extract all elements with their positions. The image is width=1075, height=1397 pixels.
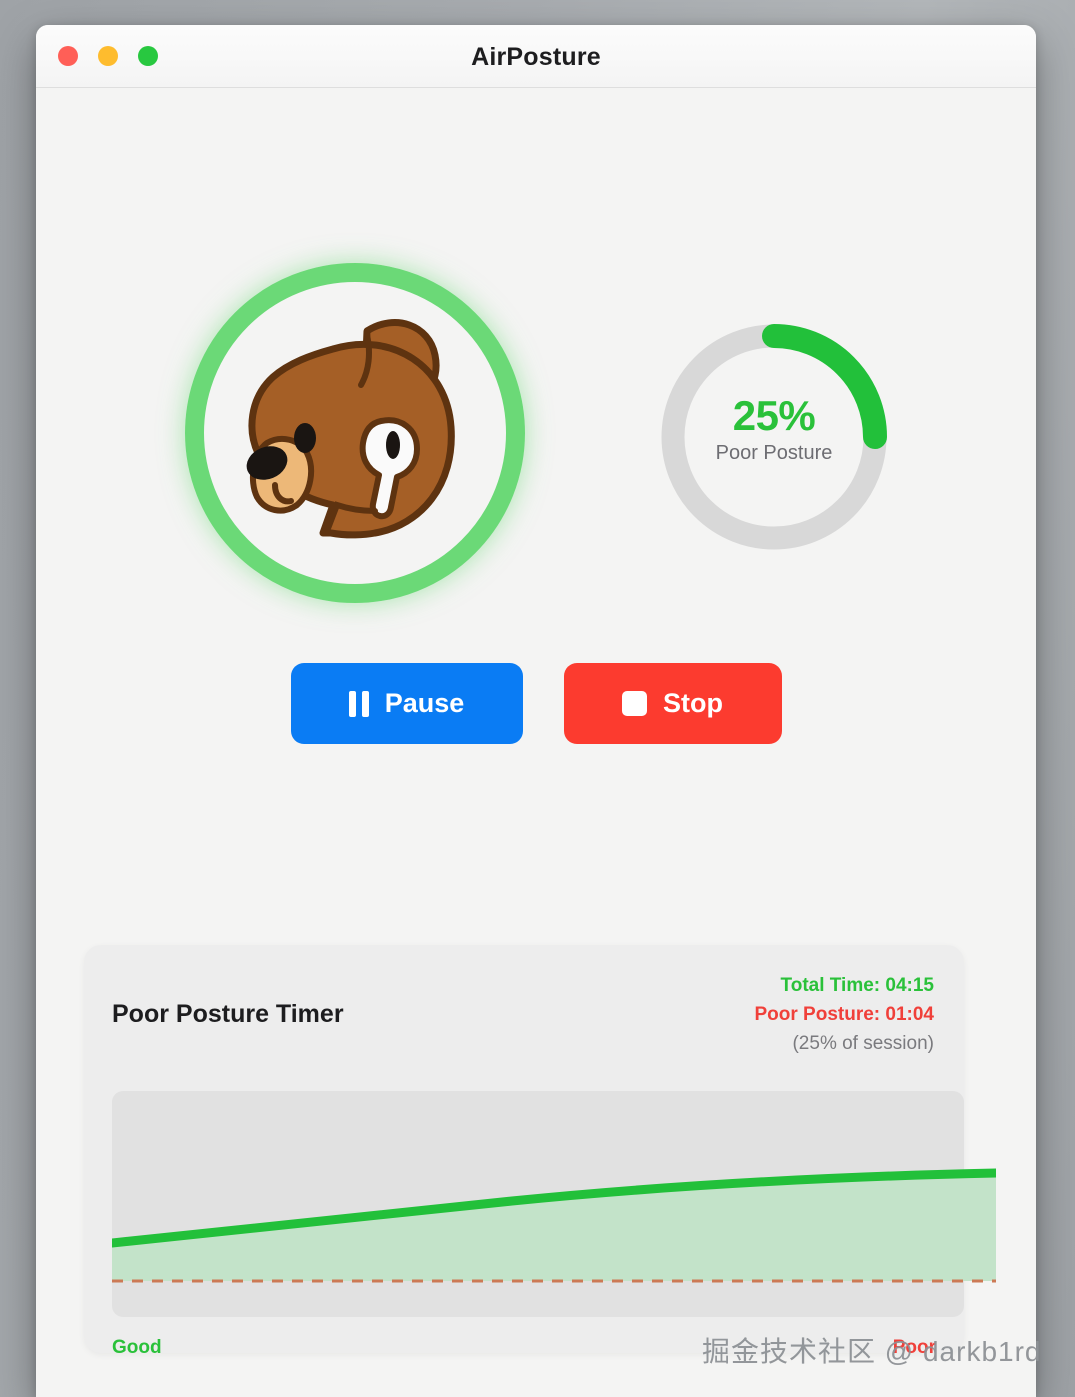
timer-card-title: Poor Posture Timer xyxy=(112,1000,344,1028)
timer-card-header: Poor Posture Timer Total Time: 04:15 Poo… xyxy=(84,945,964,1057)
axis-label-good: Good xyxy=(112,1337,162,1358)
donut-chart-svg xyxy=(661,324,887,550)
total-time-stat: Total Time: 04:15 xyxy=(780,975,934,996)
minimize-window-icon[interactable] xyxy=(98,46,118,66)
poor-posture-timer-card: Poor Posture Timer Total Time: 04:15 Poo… xyxy=(84,945,996,1358)
maximize-window-icon[interactable] xyxy=(138,46,158,66)
traffic-light-group xyxy=(58,46,158,66)
graph-axis-labels: Good Poor xyxy=(112,1337,936,1359)
status-row: 25% Poor Posture xyxy=(36,208,1036,608)
pause-button[interactable]: Pause xyxy=(290,663,523,744)
axis-label-poor: Poor xyxy=(892,1337,936,1358)
stop-square-icon xyxy=(622,691,647,716)
window-title: AirPosture xyxy=(471,43,601,71)
stop-button-label: Stop xyxy=(663,688,723,718)
session-percent-stat: (25% of session) xyxy=(792,1032,934,1054)
bear-with-airpod-icon xyxy=(246,319,455,539)
timer-card-stats: Total Time: 04:15 Poor Posture: 01:04 (2… xyxy=(755,972,935,1059)
stop-button[interactable]: Stop xyxy=(563,663,782,744)
poor-posture-stat: Poor Posture: 01:04 xyxy=(754,1003,935,1025)
posture-graph xyxy=(112,1091,996,1317)
app-content: 25% Poor Posture Pause Stop Poor Posture… xyxy=(36,88,1036,1397)
window-titlebar: AirPosture xyxy=(36,25,1036,88)
pause-icon xyxy=(348,690,369,717)
close-window-icon[interactable] xyxy=(58,46,78,66)
pause-button-label: Pause xyxy=(384,688,465,718)
poor-posture-donut: 25% Poor Posture xyxy=(653,316,895,558)
app-window: AirPosture xyxy=(36,25,1036,1397)
donut-caption: Poor Posture xyxy=(715,442,833,465)
donut-percent-value: 25% xyxy=(732,392,816,439)
donut-center-text: 25% Poor Posture xyxy=(653,392,895,465)
posture-avatar xyxy=(185,263,525,603)
posture-line-chart-svg xyxy=(112,1168,996,1283)
session-controls: Pause Stop xyxy=(36,663,1036,744)
